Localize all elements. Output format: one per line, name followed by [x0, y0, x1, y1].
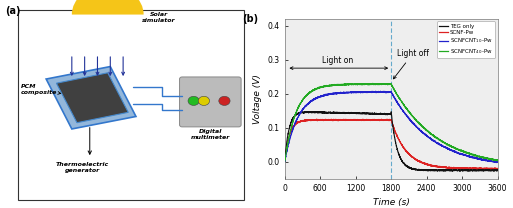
Text: Thermoelectric
generator: Thermoelectric generator [55, 162, 109, 173]
Polygon shape [46, 67, 136, 129]
FancyBboxPatch shape [18, 10, 244, 200]
Text: (a): (a) [5, 6, 21, 16]
X-axis label: Time (s): Time (s) [373, 198, 409, 207]
Text: Light off: Light off [393, 49, 429, 79]
Text: Digital
multimeter: Digital multimeter [191, 129, 230, 140]
Circle shape [219, 96, 230, 105]
Y-axis label: Voltage (V): Voltage (V) [253, 74, 262, 124]
Wedge shape [72, 0, 144, 15]
Polygon shape [56, 73, 128, 123]
FancyBboxPatch shape [180, 77, 241, 127]
Text: Light on: Light on [322, 56, 353, 65]
Circle shape [188, 96, 199, 105]
Legend: TEG only, SCNF-Pw, SCNFCNT$_{10}$-Pw, SCNFCNT$_{40}$-Pw: TEG only, SCNF-Pw, SCNFCNT$_{10}$-Pw, SC… [437, 21, 495, 58]
Circle shape [198, 96, 210, 105]
Text: (b): (b) [242, 14, 258, 24]
Text: PCM
composite: PCM composite [21, 84, 61, 95]
Text: Solar
simulator: Solar simulator [142, 12, 176, 23]
